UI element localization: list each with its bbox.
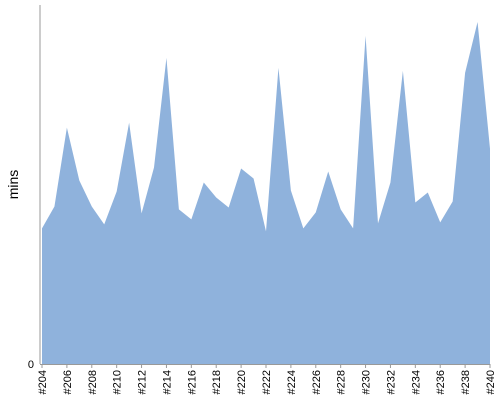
data-point-223[interactable] — [275, 65, 281, 71]
data-point-211[interactable] — [126, 120, 132, 126]
x-tick-label: #206 — [62, 370, 74, 394]
x-tick-label: #214 — [161, 370, 173, 394]
data-point-238[interactable] — [462, 70, 468, 76]
x-tick-label: #204 — [37, 370, 49, 394]
data-point-213[interactable] — [151, 165, 157, 171]
data-point-217[interactable] — [201, 180, 207, 186]
data-point-229[interactable] — [350, 225, 356, 231]
x-tick-label: #228 — [336, 370, 348, 394]
x-tick-label: #218 — [211, 370, 223, 394]
x-tick-label: #226 — [311, 370, 323, 394]
x-tick-label: #238 — [460, 370, 472, 394]
x-tick-label: #208 — [87, 370, 99, 394]
data-point-212[interactable] — [139, 210, 145, 216]
data-point-206[interactable] — [64, 125, 70, 131]
data-point-207[interactable] — [76, 178, 82, 184]
data-point-234[interactable] — [412, 199, 418, 205]
data-point-231[interactable] — [375, 220, 381, 226]
x-tick-label: #216 — [186, 370, 198, 394]
y-axis-label: mins — [5, 170, 21, 200]
data-point-210[interactable] — [114, 188, 120, 194]
x-tick-label: #240 — [485, 370, 497, 394]
data-point-209[interactable] — [101, 221, 107, 227]
data-point-216[interactable] — [188, 216, 194, 222]
x-tick-label: #232 — [385, 370, 397, 394]
data-point-237[interactable] — [450, 198, 456, 204]
data-point-208[interactable] — [89, 203, 95, 209]
y-axis-ticks: 0 — [28, 359, 34, 371]
data-point-221[interactable] — [251, 176, 257, 182]
x-tick-label: #212 — [137, 370, 149, 394]
data-point-230[interactable] — [363, 33, 369, 39]
data-point-205[interactable] — [51, 203, 57, 209]
x-axis-ticks: #204 #206 #208 #210 #212 #214 #216 #218 #220 #222… — [37, 364, 497, 394]
x-tick-label: #234 — [410, 370, 422, 394]
data-point-219[interactable] — [226, 204, 232, 210]
data-point-225[interactable] — [300, 225, 306, 231]
data-point-227[interactable] — [325, 169, 331, 175]
data-point-236[interactable] — [437, 219, 443, 225]
data-point-235[interactable] — [425, 189, 431, 195]
data-point-226[interactable] — [313, 209, 319, 215]
x-tick-label: #220 — [236, 370, 248, 394]
x-tick-label: #224 — [286, 370, 298, 394]
data-point-232[interactable] — [387, 180, 393, 186]
series-area — [42, 21, 490, 364]
x-tick-label: #210 — [112, 370, 124, 394]
data-point-240[interactable] — [487, 146, 493, 152]
data-point-218[interactable] — [213, 194, 219, 200]
data-point-214[interactable] — [163, 55, 169, 61]
data-point-239[interactable] — [475, 19, 481, 25]
data-point-215[interactable] — [176, 206, 182, 212]
data-point-222[interactable] — [263, 228, 269, 234]
data-point-224[interactable] — [288, 187, 294, 193]
x-tick-label: #236 — [435, 370, 447, 394]
data-point-220[interactable] — [238, 166, 244, 172]
data-point-228[interactable] — [338, 206, 344, 212]
data-point-233[interactable] — [400, 68, 406, 74]
y-tick-label: 0 — [28, 359, 34, 371]
x-tick-label: #222 — [261, 370, 273, 394]
x-tick-label: #230 — [361, 370, 373, 394]
plot-area — [42, 19, 493, 364]
